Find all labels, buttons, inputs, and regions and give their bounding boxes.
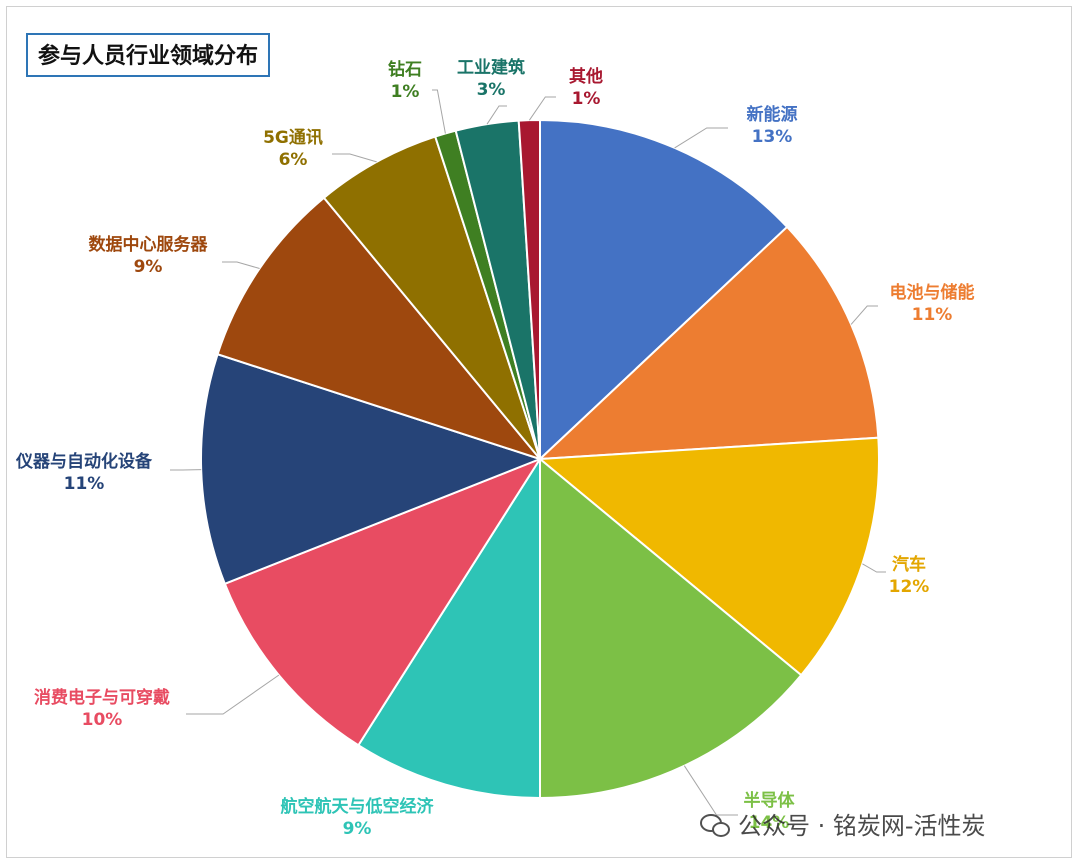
slice-pct-2: 12% xyxy=(889,577,930,597)
slice-label-5: 消费电子与可穿戴 xyxy=(34,687,170,708)
slice-pct-4: 9% xyxy=(343,819,372,839)
slice-label-6: 仪器与自动化设备 xyxy=(15,451,153,472)
slice-pct-8: 6% xyxy=(279,150,308,170)
slice-label-11: 其他 xyxy=(569,66,603,87)
pie-slice-8 xyxy=(322,135,541,460)
leader-line-8 xyxy=(332,153,377,163)
slice-label-2: 汽车 xyxy=(892,554,926,575)
leader-line-7 xyxy=(222,261,260,269)
pie-slice-4 xyxy=(356,455,541,800)
watermark: 公众号 · 铭炭网-活性炭 xyxy=(700,806,986,841)
slice-label-9: 钻石 xyxy=(388,59,422,80)
pie-slice-0 xyxy=(539,118,789,462)
slice-label-10: 工业建筑 xyxy=(457,57,525,78)
chart-title: 参与人员行业领域分布 xyxy=(26,33,271,77)
slice-pct-0: 13% xyxy=(752,127,793,147)
pie-slice-7 xyxy=(216,196,543,462)
slice-pct-7: 9% xyxy=(134,257,163,277)
pie-slice-2 xyxy=(537,436,880,677)
slice-pct-6: 11% xyxy=(64,474,105,494)
slice-label-4: 航空航天与低空经济 xyxy=(281,796,435,817)
slice-label-0: 新能源 xyxy=(747,104,798,125)
leader-line-2 xyxy=(862,563,886,573)
slice-pct-5: 10% xyxy=(82,710,123,730)
slice-pct-1: 11% xyxy=(912,305,953,325)
leader-line-10 xyxy=(486,105,507,125)
slice-pct-9: 1% xyxy=(391,82,420,102)
slice-label-3: 半导体 xyxy=(744,790,796,811)
pie-slice-11 xyxy=(517,118,541,460)
leader-line-0 xyxy=(674,127,728,149)
leader-line-11 xyxy=(528,96,556,121)
slice-pct-3: 14% xyxy=(749,813,790,833)
slice-pct-10: 3% xyxy=(477,80,506,100)
slice-label-8: 5G通讯 xyxy=(263,128,323,148)
slice-label-1: 电池与储能 xyxy=(890,282,975,303)
pie-slice-5 xyxy=(223,456,543,747)
slice-label-7: 数据中心服务器 xyxy=(89,234,209,255)
wechat-icon xyxy=(700,812,730,837)
leader-line-5 xyxy=(186,674,280,715)
leader-line-1 xyxy=(850,305,878,325)
slice-pct-11: 1% xyxy=(572,89,601,109)
leader-line-9 xyxy=(432,89,446,134)
watermark-text: 公众号 · 铭炭网-活性炭 xyxy=(738,812,986,840)
